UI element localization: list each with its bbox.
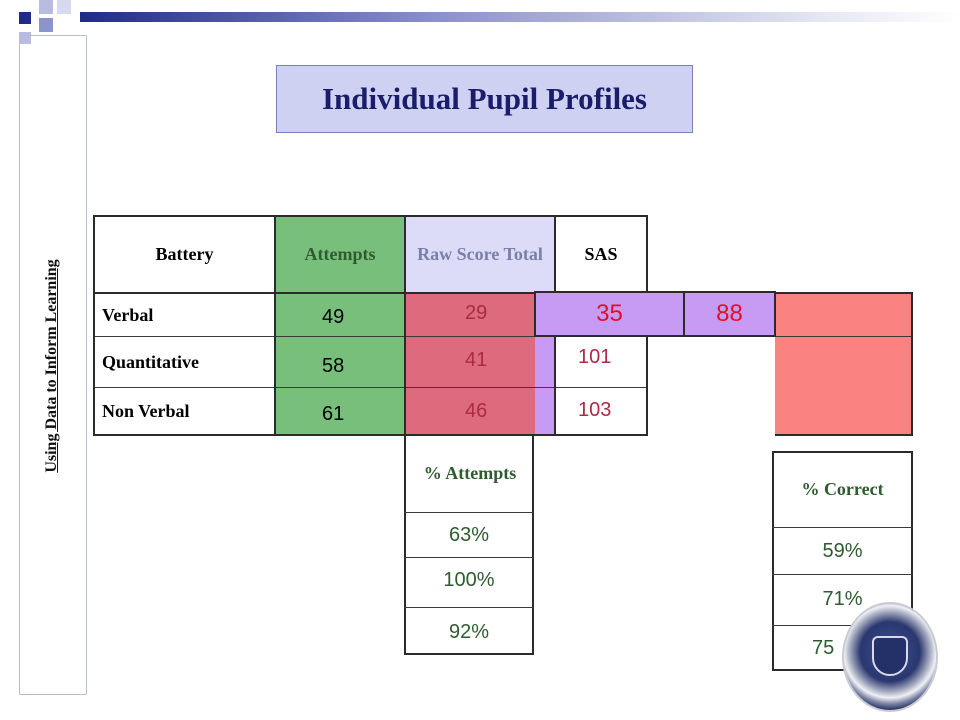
pct-correct-divider-1 (772, 527, 913, 528)
attempts-non-verbal: 61 (322, 402, 345, 425)
red-block-right-border (911, 292, 913, 436)
row-label-verbal: Verbal (102, 304, 154, 325)
table-col-divider-1 (274, 215, 276, 436)
pct-correct-header: % Correct (801, 479, 884, 500)
corner-square-light-2 (57, 0, 71, 14)
table-bottom-border (93, 434, 648, 436)
crest-shield-icon (872, 636, 908, 676)
top-gradient-bar (80, 12, 960, 22)
pct-attempts-divider-2 (404, 557, 534, 558)
raw-header-fill (405, 216, 555, 293)
table-row-divider-1 (93, 336, 648, 337)
pct-attempts-table (404, 435, 534, 655)
table-header-divider (93, 292, 648, 294)
red-block (775, 292, 912, 435)
pct-correct-quantitative: 71% (822, 587, 863, 610)
pct-correct-divider-2 (772, 574, 913, 575)
corner-square-dark-1 (19, 12, 31, 24)
corner-square-light-1 (39, 0, 53, 14)
pct-attempts-non-verbal: 92% (448, 620, 490, 643)
highlight-value-2: 88 (683, 291, 776, 337)
red-block-bottom-border (775, 434, 913, 436)
pct-correct-table (772, 451, 913, 671)
raw-score-non-verbal: 46 (465, 399, 488, 422)
pct-attempts-header: % Attempts (423, 463, 517, 484)
attempts-quantitative: 58 (322, 354, 345, 377)
page-title: Individual Pupil Profiles (276, 65, 693, 133)
corner-square-mid-1 (39, 18, 53, 32)
header-raw-score-total: Raw Score Total (417, 243, 543, 264)
pct-attempts-verbal: 63% (448, 524, 490, 546)
pct-attempts-divider-1 (404, 512, 534, 513)
row-label-quantitative: Quantitative (102, 351, 199, 372)
pct-correct-divider-3 (772, 625, 913, 626)
pct-attempts-divider-3 (404, 607, 534, 608)
raw-score-verbal: 29 (465, 301, 488, 324)
row-label-non-verbal: Non Verbal (102, 400, 190, 421)
pct-attempts-quantitative: 100% (443, 569, 495, 591)
raw-right-strip (535, 336, 555, 435)
table-left-border (93, 215, 95, 436)
sidebar-frame (19, 35, 87, 695)
sas-non-verbal: 103 (578, 398, 612, 421)
raw-score-quantitative: 41 (465, 348, 488, 371)
highlight-value-1: 35 (534, 291, 685, 337)
sidebar-vertical-text: Using Data to Inform Learning (43, 259, 60, 473)
table-col-divider-2 (404, 215, 406, 436)
table-top-border (93, 215, 648, 217)
pct-correct-non-verbal: 75 (812, 636, 835, 659)
table-row-divider-2 (93, 387, 648, 388)
sas-quantitative: 101 (578, 345, 612, 368)
attempts-column-fill (275, 216, 406, 435)
header-sas: SAS (584, 243, 618, 264)
red-block-top-border (775, 292, 913, 294)
raw-column-fill (405, 292, 555, 435)
pct-correct-verbal: 59% (822, 539, 863, 562)
header-battery: Battery (155, 243, 214, 264)
attempts-verbal: 49 (322, 305, 345, 328)
header-attempts: Attempts (304, 243, 376, 264)
red-block-divider (775, 336, 913, 337)
